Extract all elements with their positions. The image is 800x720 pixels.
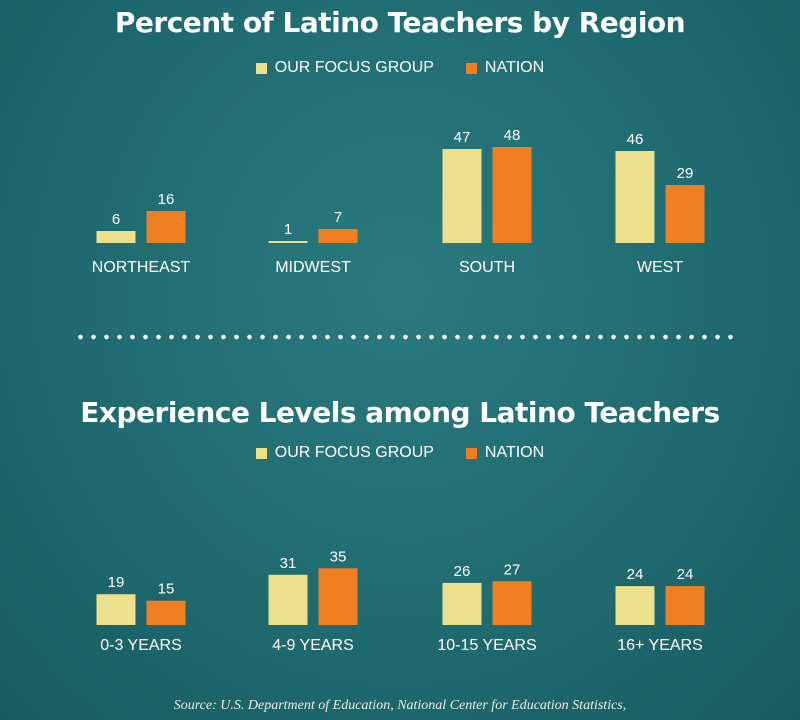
bar-16-years-focus-group bbox=[615, 586, 655, 625]
legend-swatch-nation bbox=[465, 447, 477, 459]
bar-south-nation bbox=[492, 147, 532, 243]
legend-item-focus-group: OUR FOCUS GROUP bbox=[255, 59, 434, 77]
data-label-0-3-years-focus-group: 19 bbox=[108, 574, 125, 591]
legend-swatch-focus-group bbox=[255, 447, 267, 459]
bar-10-15-years-focus-group bbox=[442, 582, 482, 625]
data-label-0-3-years-nation: 15 bbox=[158, 581, 175, 598]
category-label-south: SOUTH bbox=[459, 259, 515, 276]
bar-midwest-focus-group bbox=[268, 241, 308, 243]
legend-label-nation: NATION bbox=[484, 59, 545, 76]
bar-chart-region: 6 16 NORTHEAST 1 7 MIDWEST 47 48 SOUTH 46 29 WEST bbox=[92, 127, 705, 276]
bar-midwest-nation bbox=[318, 229, 358, 243]
legend-region: OUR FOCUS GROUP NATION bbox=[0, 59, 800, 77]
source-note: Source: U.S. Department of Education, Na… bbox=[173, 698, 627, 713]
chart-title-region: Percent of Latino Teachers by Region bbox=[114, 6, 686, 39]
data-label-4-9-years-nation: 35 bbox=[330, 548, 347, 565]
category-label-16-years: 16+ YEARS bbox=[617, 637, 703, 654]
data-label-16-years-focus-group: 24 bbox=[627, 566, 644, 583]
legend-item-nation: NATION bbox=[465, 59, 545, 77]
data-label-northeast-nation: 16 bbox=[158, 191, 175, 208]
legend-label-nation: NATION bbox=[484, 444, 545, 461]
bar-0-3-years-focus-group bbox=[96, 594, 136, 625]
chart-title-experience: Experience Levels among Latino Teachers bbox=[80, 396, 720, 429]
bar-northeast-focus-group bbox=[96, 231, 136, 243]
dotted-divider bbox=[74, 334, 734, 340]
category-label-4-9-years: 4-9 YEARS bbox=[272, 637, 354, 654]
legend-label-focus-group: OUR FOCUS GROUP bbox=[274, 444, 434, 461]
bar-4-9-years-focus-group bbox=[268, 574, 308, 625]
data-label-midwest-focus-group: 1 bbox=[284, 221, 292, 238]
data-label-midwest-nation: 7 bbox=[334, 209, 342, 226]
legend-experience: OUR FOCUS GROUP NATION bbox=[0, 444, 800, 462]
data-label-16-years-nation: 24 bbox=[677, 566, 694, 583]
category-label-northeast: NORTHEAST bbox=[92, 259, 191, 276]
legend-swatch-nation bbox=[465, 62, 477, 74]
data-label-northeast-focus-group: 6 bbox=[112, 211, 120, 228]
category-label-10-15-years: 10-15 YEARS bbox=[437, 637, 536, 654]
category-label-midwest: MIDWEST bbox=[275, 259, 351, 276]
legend-item-focus-group: OUR FOCUS GROUP bbox=[255, 444, 434, 462]
data-label-south-focus-group: 47 bbox=[454, 129, 471, 146]
bar-south-focus-group bbox=[442, 149, 482, 243]
bar-west-nation bbox=[665, 185, 705, 243]
bar-west-focus-group bbox=[615, 151, 655, 243]
bar-16-years-nation bbox=[665, 586, 705, 625]
data-label-10-15-years-focus-group: 26 bbox=[454, 563, 471, 580]
category-label-west: WEST bbox=[637, 259, 683, 276]
category-label-0-3-years: 0-3 YEARS bbox=[100, 637, 182, 654]
bar-10-15-years-nation bbox=[492, 581, 532, 625]
data-label-west-focus-group: 46 bbox=[627, 131, 644, 148]
bar-4-9-years-nation bbox=[318, 568, 358, 625]
legend-item-nation: NATION bbox=[465, 444, 545, 462]
bar-northeast-nation bbox=[146, 211, 186, 243]
data-label-west-nation: 29 bbox=[677, 165, 694, 182]
legend-swatch-focus-group bbox=[255, 62, 267, 74]
data-label-4-9-years-focus-group: 31 bbox=[280, 555, 297, 572]
data-label-south-nation: 48 bbox=[504, 127, 521, 144]
data-label-10-15-years-nation: 27 bbox=[504, 561, 521, 578]
legend-label-focus-group: OUR FOCUS GROUP bbox=[274, 59, 434, 76]
bar-chart-experience: 19 15 0-3 YEARS 31 35 4-9 YEARS 26 27 10-15 YEAR… bbox=[96, 548, 705, 654]
bar-0-3-years-nation bbox=[146, 600, 186, 625]
